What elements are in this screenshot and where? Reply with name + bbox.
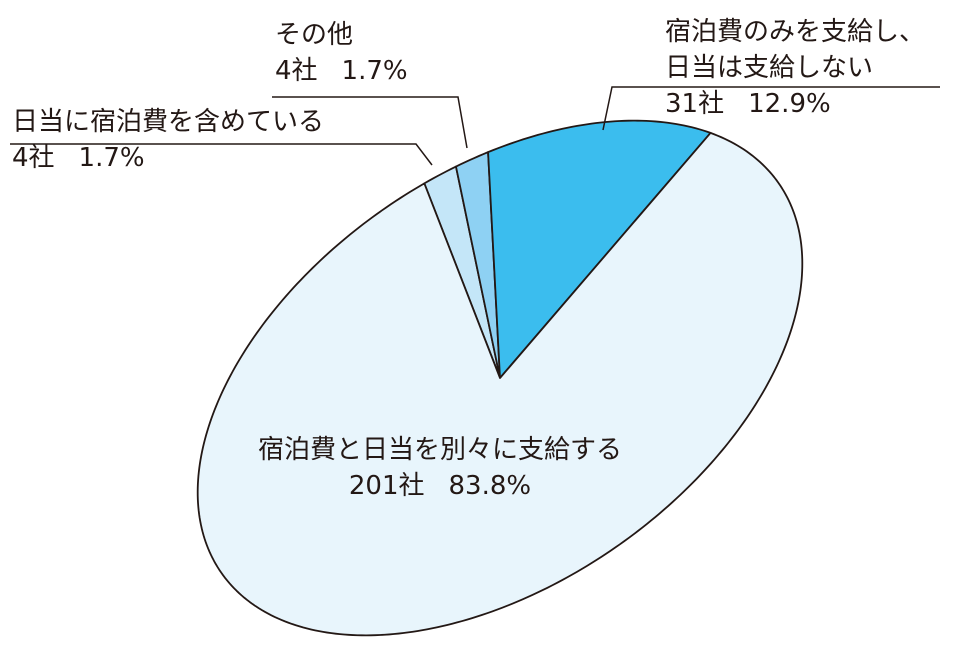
slice-label: 宿泊費のみを支給し、日当は支給しない 31社 12.9%: [665, 14, 940, 122]
leader-line: [272, 96, 468, 149]
slices: [196, 119, 804, 637]
slice-label: 日当に宿泊費を含めている 4社 1.7%: [12, 104, 412, 176]
leaders: [10, 86, 940, 166]
pie-slice: [423, 165, 501, 379]
category-label: 日当に宿泊費を含めている: [12, 107, 325, 137]
value-label: 83.8%: [448, 471, 532, 501]
slice-label: その他 4社 1.7%: [275, 17, 455, 89]
pie-slice: [196, 132, 804, 637]
value-label: 1.7%: [341, 56, 408, 86]
count-label: 4社: [12, 143, 55, 173]
leader-line: [602, 86, 940, 131]
value-label: 1.7%: [78, 143, 145, 173]
count-label: 31社: [665, 89, 725, 119]
pie-slice: [487, 119, 712, 379]
value-label: 12.9%: [748, 89, 831, 119]
slice-label: 宿泊費と日当を別々に支給する 201社 83.8%: [200, 432, 680, 504]
category-label: 宿泊費と日当を別々に支給する: [257, 435, 622, 465]
count-label: 4社: [275, 56, 318, 86]
category-label: 宿泊費のみを支給し、日当は支給しない: [665, 17, 926, 83]
pie-slice: [455, 151, 501, 379]
count-label: 201社: [348, 471, 425, 501]
category-label: その他: [275, 20, 354, 50]
leader-line: [10, 143, 433, 166]
